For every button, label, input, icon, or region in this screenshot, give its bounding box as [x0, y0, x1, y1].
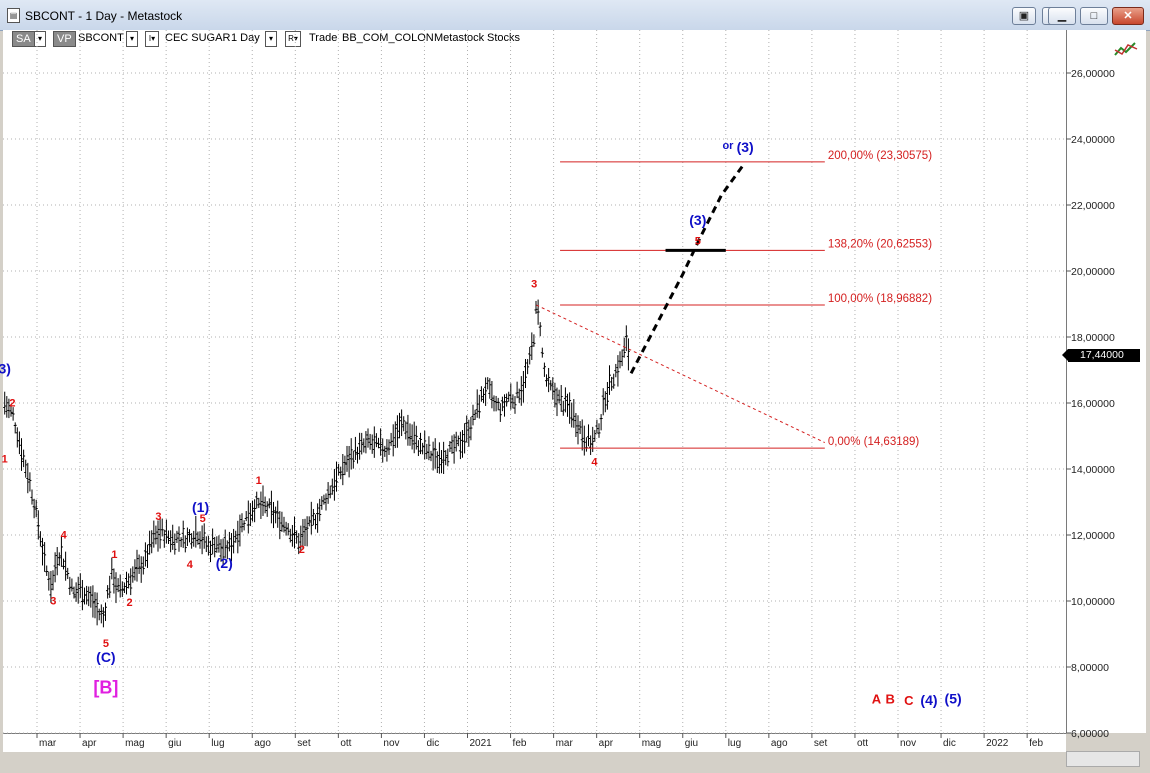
x-tick-label: giu — [168, 738, 181, 749]
wave-label: 4 — [591, 457, 598, 469]
window-title: SBCONT - 1 Day - Metastock — [25, 9, 183, 23]
x-tick-label: nov — [900, 738, 916, 749]
period-dropdown[interactable]: ▾ — [265, 31, 277, 47]
wave-label: 2 — [299, 544, 305, 556]
wave-label: 3) — [0, 360, 11, 376]
wave-label: (4) — [920, 692, 937, 708]
y-tick-label: 16,00000 — [1071, 398, 1115, 410]
wave-label: 3 — [50, 595, 56, 607]
close-icon[interactable]: ✕ — [1112, 7, 1144, 25]
chart-toolbar: SA ▾ VP SBCONT ▾ I▾ CEC SUGAR 1 Day ▾ R▾… — [0, 30, 1066, 50]
x-tick-label: 2021 — [470, 738, 493, 749]
x-tick-label: feb — [513, 738, 527, 749]
y-tick-label: 26,00000 — [1071, 68, 1115, 80]
wave-label: 4 — [61, 529, 68, 541]
wave-label: 3 — [531, 279, 537, 291]
x-tick-label: dic — [943, 738, 956, 749]
wave-label: 5 — [200, 513, 206, 525]
x-tick-label: lug — [728, 738, 741, 749]
x-tick-label: mar — [39, 738, 57, 749]
fib-level-label: 100,00% (18,96882) — [828, 293, 932, 305]
wave-label: (1) — [192, 499, 209, 515]
wave-label: 4 — [187, 559, 194, 571]
x-axis-panel — [3, 733, 1066, 752]
projection-path — [629, 164, 745, 374]
type-label: Stocks — [487, 32, 521, 44]
x-tick-label: mar — [556, 738, 574, 749]
y-tick-label: 22,00000 — [1071, 200, 1115, 212]
interval-dropdown[interactable]: I▾ — [145, 31, 159, 47]
x-tick-label: 2022 — [986, 738, 1009, 749]
y-tick-label: 8,00000 — [1071, 662, 1109, 674]
last-price-badge: 17,44000 — [1062, 349, 1140, 362]
x-tick-label: dic — [426, 738, 439, 749]
wave-label: 2 — [9, 397, 15, 409]
trade-label[interactable]: Trade — [309, 32, 338, 44]
restore-icon[interactable]: ▣ — [1012, 7, 1036, 25]
wave-label: (3) — [737, 139, 754, 155]
y-tick-label: 12,00000 — [1071, 530, 1115, 542]
wave-label: 5 — [695, 236, 701, 248]
y-axis-panel — [1066, 30, 1146, 733]
wave-label: or — [722, 140, 734, 152]
trend-line — [536, 304, 826, 444]
wave-label: 5 — [103, 638, 109, 650]
symbol-dropdown[interactable]: ▾ — [126, 31, 138, 47]
app-label: Metastock — [434, 32, 485, 44]
vp-button[interactable]: VP — [53, 31, 76, 47]
x-tick-label: lug — [211, 738, 224, 749]
x-tick-label: apr — [599, 738, 614, 749]
y-tick-label: 20,00000 — [1071, 266, 1115, 278]
x-tick-label: apr — [82, 738, 97, 749]
wave-label: 1 — [256, 475, 262, 487]
y-tick-label: 6,00000 — [1071, 728, 1109, 740]
wave-label: A — [872, 691, 882, 706]
symbol-label: SBCONT — [78, 32, 124, 44]
fib-level-label: 138,20% (20,62553) — [828, 238, 932, 250]
wave-label: 1 — [2, 453, 8, 465]
template-label: BB_COM_COLON — [342, 32, 434, 44]
wave-label: (C) — [96, 649, 115, 665]
wave-label: 2 — [126, 597, 132, 609]
document-icon: ▤ — [7, 8, 20, 23]
wave-label: B — [886, 691, 895, 706]
wave-label: [B] — [93, 677, 118, 697]
wave-label: (2) — [216, 555, 233, 571]
x-tick-label: set — [814, 738, 828, 749]
fib-level-label: 200,00% (23,30575) — [828, 150, 932, 162]
minimize-button[interactable]: ▁ — [1048, 7, 1076, 25]
security-name: CEC SUGAR — [165, 32, 231, 44]
refresh-dropdown[interactable]: R▾ — [285, 31, 301, 47]
wave-label: (3) — [689, 212, 706, 228]
window-titlebar: ▤ SBCONT - 1 Day - Metastock ▣ ▭ ▁ □ ✕ — [0, 0, 1150, 31]
maximize-icon[interactable]: □ — [1080, 7, 1108, 25]
line-studies-icon[interactable] — [1113, 40, 1139, 58]
y-tick-label: 14,00000 — [1071, 464, 1115, 476]
x-tick-label: mag — [642, 738, 661, 749]
sa-button[interactable]: SA — [12, 31, 35, 47]
y-tick-label: 18,00000 — [1071, 332, 1115, 344]
x-tick-label: feb — [1029, 738, 1043, 749]
wave-label: (5) — [945, 690, 962, 706]
y-tick-label: 10,00000 — [1071, 596, 1115, 608]
x-tick-label: mag — [125, 738, 144, 749]
x-tick-label: ago — [771, 738, 788, 749]
fib-level-label: 0,00% (14,63189) — [828, 436, 920, 448]
y-tick-label: 24,00000 — [1071, 134, 1115, 146]
wave-label: 3 — [155, 511, 161, 523]
x-tick-label: ott — [857, 738, 868, 749]
x-tick-label: giu — [685, 738, 698, 749]
wave-label: 1 — [111, 549, 117, 561]
x-tick-label: ott — [340, 738, 351, 749]
plot-area — [3, 30, 1066, 733]
x-tick-label: nov — [383, 738, 399, 749]
x-tick-label: set — [297, 738, 311, 749]
wave-label: C — [904, 693, 914, 708]
x-tick-label: ago — [254, 738, 271, 749]
scrollbar[interactable] — [1066, 751, 1140, 767]
